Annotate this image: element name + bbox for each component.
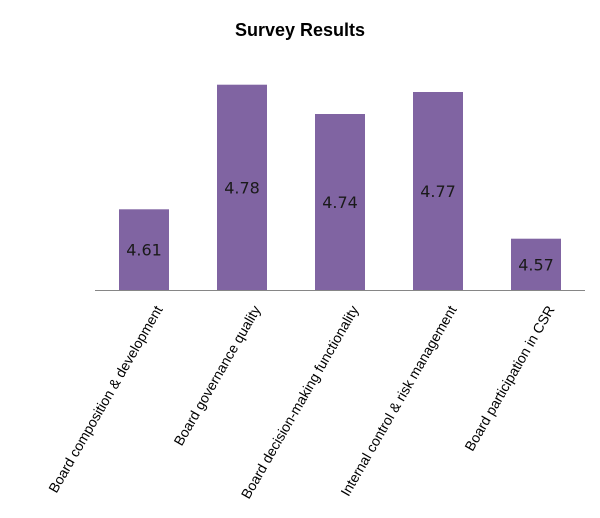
bar	[413, 92, 463, 290]
x-tick-label: Internal control & risk management	[337, 303, 459, 499]
bar-value-label: 4.74	[322, 193, 358, 212]
bar-value-label: 4.57	[518, 255, 554, 274]
bar-value-label: 4.77	[420, 182, 456, 201]
bar-value-label: 4.61	[126, 241, 162, 260]
bar	[511, 238, 561, 290]
x-tick-label: Board participation in CSR	[461, 303, 557, 454]
x-tick-label: Board decision-making functionality	[238, 303, 362, 502]
bar-value-label: 4.78	[224, 178, 260, 197]
x-tick-label: Board composition & development	[45, 303, 166, 496]
chart-title: Survey Results	[234, 20, 366, 40]
bar	[217, 84, 267, 290]
bar	[119, 209, 169, 290]
bar	[315, 114, 365, 290]
x-tick-label: Board governance quality	[170, 303, 263, 449]
